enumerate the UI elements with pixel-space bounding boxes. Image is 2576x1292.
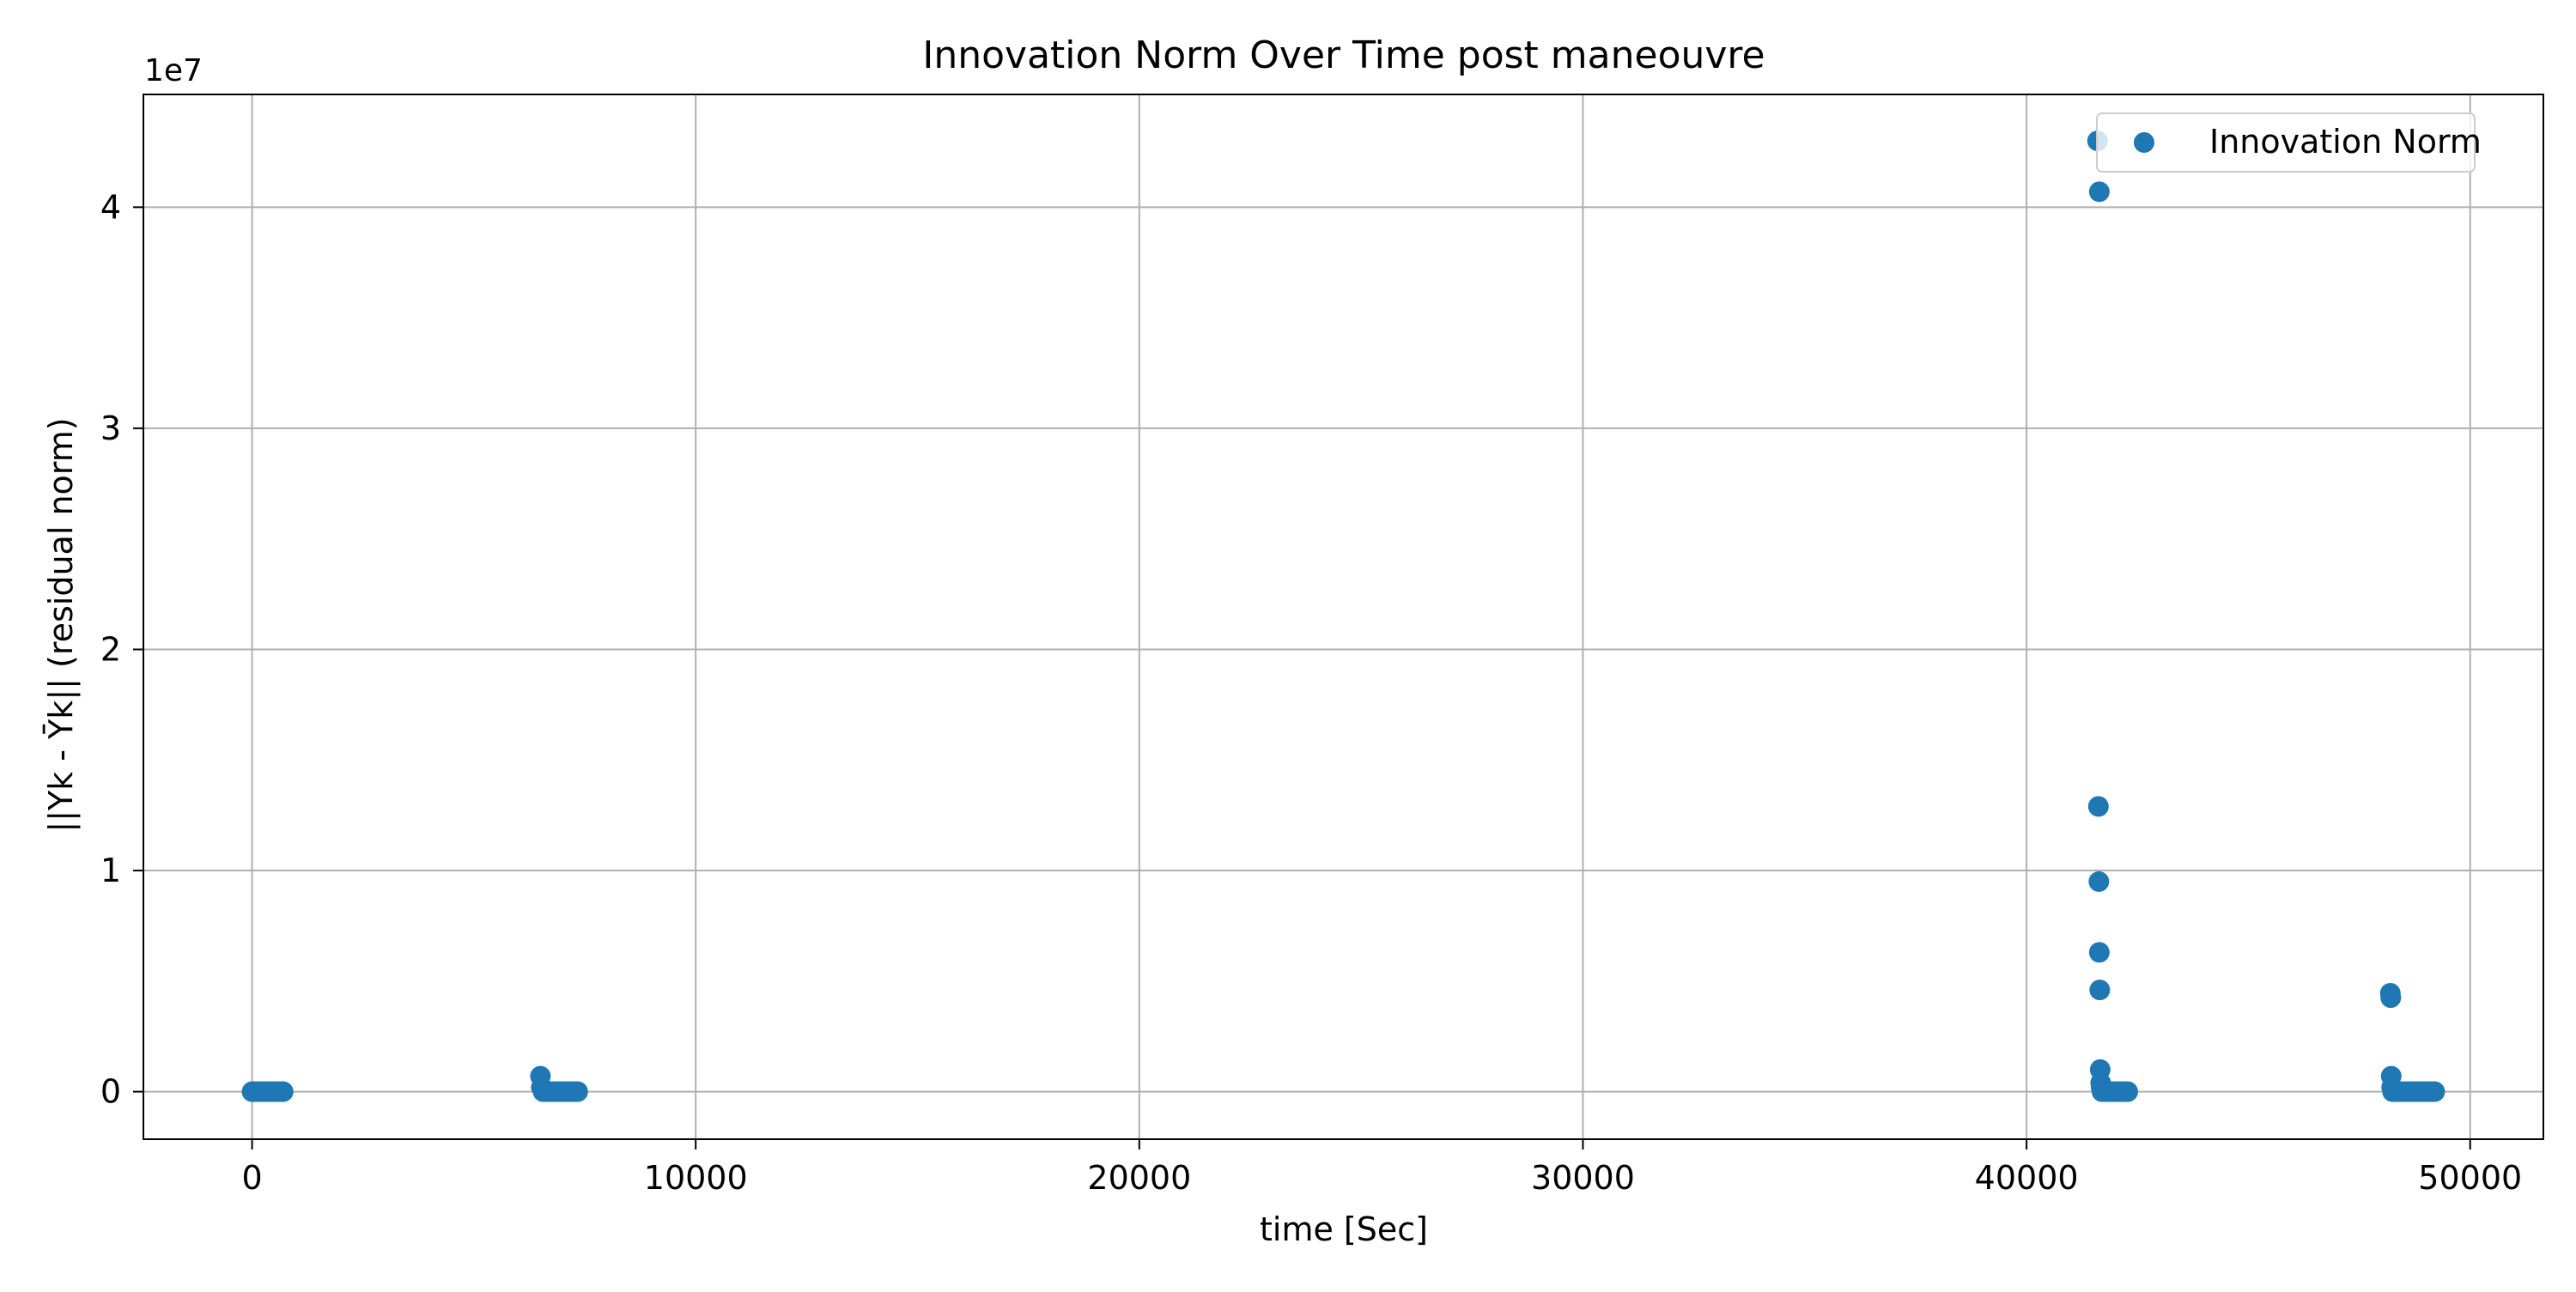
data-point bbox=[567, 1081, 588, 1102]
y-tick-label: 3 bbox=[100, 409, 121, 447]
data-point bbox=[2087, 796, 2109, 817]
x-axis-label: time [Sec] bbox=[1260, 1210, 1428, 1248]
axis-ticks: 0 10000 20000 30000 40000 50000 0 1 2 3 4 bbox=[100, 188, 2522, 1197]
plot-frame bbox=[143, 94, 2544, 1140]
data-point bbox=[2380, 987, 2402, 1009]
x-tick-label: 0 bbox=[241, 1159, 262, 1197]
x-tick-label: 10000 bbox=[644, 1159, 748, 1197]
x-tick-label: 40000 bbox=[1975, 1159, 2079, 1197]
legend: Innovation Norm bbox=[2096, 112, 2482, 173]
chart-title: Innovation Norm Over Time post maneouvre bbox=[922, 33, 1765, 77]
x-tick-label: 20000 bbox=[1087, 1159, 1191, 1197]
legend-label: Innovation Norm bbox=[2209, 123, 2482, 161]
legend-marker bbox=[2134, 132, 2154, 153]
data-point bbox=[272, 1081, 294, 1102]
y-tick-label: 4 bbox=[100, 188, 121, 226]
data-point bbox=[2088, 942, 2110, 963]
data-point bbox=[2117, 1081, 2138, 1102]
y-axis-label: ||Yk - Ȳk|| (residual norm) bbox=[42, 417, 81, 832]
x-tick-label: 50000 bbox=[2418, 1159, 2522, 1197]
legend-box bbox=[2096, 112, 2476, 173]
x-tick-label: 30000 bbox=[1531, 1159, 1635, 1197]
data-point bbox=[2088, 181, 2110, 203]
data-point bbox=[2088, 870, 2110, 892]
data-point bbox=[2424, 1081, 2445, 1102]
y-tick-label: 2 bbox=[100, 630, 121, 668]
y-offset-label: 1e7 bbox=[144, 53, 203, 88]
data-point bbox=[2089, 980, 2111, 1001]
y-tick-label: 1 bbox=[100, 852, 121, 889]
y-tick-label: 0 bbox=[100, 1073, 121, 1111]
